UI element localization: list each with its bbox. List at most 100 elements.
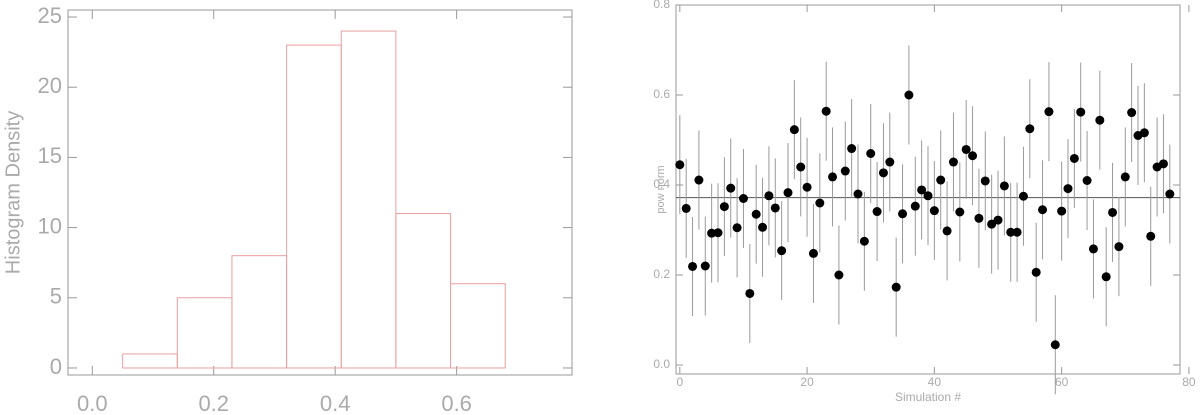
data-point (1031, 267, 1041, 277)
data-point (993, 215, 1003, 225)
plot-frame (67, 9, 573, 376)
data-point (1120, 172, 1130, 182)
data-point (1095, 115, 1105, 125)
data-point (891, 282, 901, 292)
x-tick-label: 40 (928, 375, 942, 389)
x-tick-label: 60 (1055, 375, 1069, 389)
data-point (929, 206, 939, 216)
data-point (808, 248, 818, 258)
x-tick-label: 80 (1182, 375, 1196, 389)
data-point (1044, 107, 1054, 117)
data-point (1165, 189, 1175, 199)
data-point (955, 207, 965, 217)
data-point (821, 106, 831, 116)
data-point (910, 201, 920, 211)
data-point (1018, 191, 1028, 201)
y-tick-label: 25 (38, 3, 62, 28)
data-point (1101, 272, 1111, 282)
data-point (815, 198, 825, 208)
histogram-bar (231, 255, 288, 369)
data-point (1063, 184, 1073, 194)
data-point (878, 168, 888, 178)
plot-frame (675, 4, 1181, 375)
data-point (719, 202, 729, 212)
y-tick-label: 20 (38, 73, 62, 98)
data-point (1146, 231, 1156, 241)
data-point (948, 157, 958, 167)
data-point (694, 175, 704, 185)
data-point (802, 182, 812, 192)
data-point (923, 191, 933, 201)
data-point (796, 162, 806, 172)
data-point (961, 144, 971, 154)
data-point (942, 226, 952, 236)
histogram-bar (450, 283, 506, 369)
histogram-bar (122, 353, 178, 369)
x-tick-label: 0.2 (198, 391, 229, 415)
histogram-bar (340, 30, 397, 369)
data-point (1069, 153, 1079, 163)
data-point (847, 144, 857, 154)
y-tick-label: 0.2 (653, 267, 670, 281)
data-point (1108, 207, 1118, 217)
data-point (1082, 176, 1092, 185)
data-point (745, 288, 755, 298)
data-point (713, 228, 723, 238)
data-point (783, 188, 793, 198)
y-axis-label: pow norm (655, 165, 667, 213)
data-point (789, 125, 799, 135)
data-point (968, 151, 978, 161)
data-point (688, 261, 698, 271)
data-point (726, 183, 736, 193)
data-point (885, 157, 895, 167)
data-point (675, 160, 685, 170)
x-tick-label: 0.4 (320, 391, 351, 415)
x-tick-label: 0.0 (77, 391, 108, 415)
y-tick-label: 10 (38, 213, 62, 238)
data-point (999, 181, 1009, 191)
data-point (1158, 159, 1168, 169)
data-point (898, 209, 908, 219)
data-point (936, 175, 946, 185)
data-point (738, 194, 748, 203)
data-point (1114, 242, 1124, 252)
data-point (732, 223, 742, 233)
data-point (777, 246, 787, 256)
data-point (1057, 206, 1067, 216)
y-tick-label: 0.4 (653, 177, 670, 191)
data-point (700, 261, 710, 271)
x-tick-label: 0.6 (441, 391, 472, 415)
data-point (840, 166, 850, 176)
data-point (1088, 244, 1098, 254)
data-point (872, 207, 882, 217)
data-point (764, 191, 774, 201)
data-point (1076, 107, 1086, 117)
data-point (828, 172, 838, 182)
x-tick-label: 0 (676, 375, 683, 389)
data-point (980, 176, 990, 186)
y-tick-label: 0 (50, 354, 62, 379)
data-point (1127, 108, 1137, 118)
y-tick-label: 0.6 (653, 87, 670, 101)
x-axis-label: Simulation # (895, 390, 961, 404)
data-point (904, 90, 914, 100)
y-tick-label: 0.8 (653, 0, 670, 11)
data-point (834, 270, 844, 280)
histogram-bar (286, 44, 342, 369)
y-axis-label: Histogram Density (2, 111, 24, 274)
y-tick-label: 15 (38, 143, 62, 168)
y-tick-label: 0.0 (653, 357, 670, 371)
histogram-bar (395, 213, 452, 369)
y-tick-label: 5 (50, 284, 62, 309)
data-point (917, 185, 927, 195)
data-point (1006, 227, 1016, 237)
data-point (866, 149, 876, 158)
data-point (770, 203, 780, 213)
data-point (1050, 340, 1060, 350)
data-point (1012, 227, 1022, 237)
data-point (1025, 124, 1035, 134)
data-point (853, 189, 863, 199)
x-tick-label: 20 (800, 375, 814, 389)
